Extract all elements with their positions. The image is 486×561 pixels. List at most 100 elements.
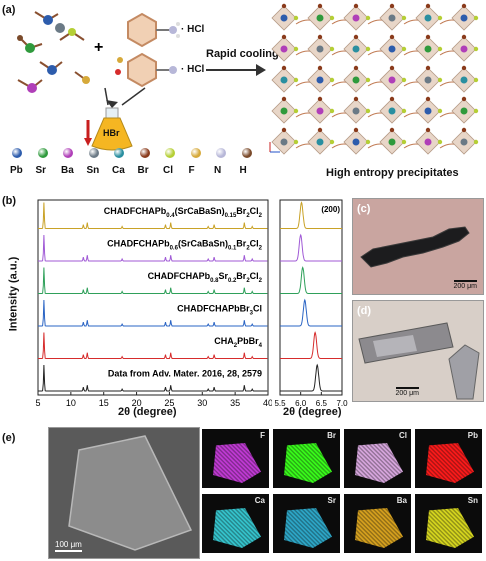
panel-b-label: (b)	[2, 195, 17, 207]
eds-element-label: Cl	[399, 431, 407, 440]
halide-atom	[293, 139, 299, 145]
plot-frame	[37, 199, 269, 396]
legend-label-ca: Ca	[112, 165, 125, 176]
eds-element-label: Sn	[467, 496, 478, 505]
halide-atom	[329, 77, 335, 83]
x-tick-label: 20	[132, 398, 142, 408]
metal-atom	[388, 14, 396, 22]
metal-atom	[424, 14, 432, 22]
halide-atom	[473, 139, 479, 145]
halide-atom	[401, 77, 407, 83]
xrd-trace	[38, 364, 268, 392]
trace-label: Data from Adv. Mater. 2016, 28, 2579	[108, 368, 262, 378]
eds-map-ca: Ca	[202, 494, 269, 553]
legend-label-ba: Ba	[61, 165, 74, 176]
crystal-d	[358, 322, 480, 400]
metal-atom	[460, 14, 468, 22]
metal-atom	[388, 107, 396, 115]
peak-200-label: (200)	[321, 205, 340, 214]
halide-atom	[353, 65, 359, 71]
metal-atom	[280, 45, 288, 53]
metal-atom	[280, 76, 288, 84]
element-legend: Pb Sr Ba Sn Ca Br Cl F N H	[6, 148, 266, 178]
x-tick-label: 10	[66, 398, 76, 408]
halide-atom	[389, 34, 395, 40]
hcl-label-bottom: · HCl	[181, 64, 205, 75]
halide-atom	[425, 34, 431, 40]
legend-dot-pb	[12, 148, 22, 158]
halide-atom	[293, 77, 299, 83]
metal-atom	[460, 45, 468, 53]
legend-dot-h	[241, 148, 252, 158]
x-tick-label: 35	[230, 398, 240, 408]
zoom-trace	[280, 331, 342, 359]
metal-atom	[424, 76, 432, 84]
halide-atom	[437, 139, 443, 145]
eds-element-label: Pb	[467, 431, 478, 440]
halide-atom	[437, 15, 443, 21]
halide-atom	[425, 65, 431, 71]
zoom-tick-label: 6.0	[295, 399, 307, 408]
x-tick-label: 15	[99, 398, 109, 408]
x-tick-label: 40	[263, 398, 272, 408]
sem-crystal	[68, 435, 193, 551]
crystal-c	[360, 226, 470, 268]
halide-atom	[473, 77, 479, 83]
micrograph-d: (d) 200 μm	[352, 300, 484, 402]
halide-atom	[329, 108, 335, 114]
metal-atom	[388, 76, 396, 84]
x-tick-label: 5	[35, 398, 40, 408]
halide-atom	[365, 46, 371, 52]
sem-image: 100 μm	[48, 427, 200, 559]
halide-atom	[437, 77, 443, 83]
halide-atom	[281, 96, 287, 102]
legend-dot-n	[216, 148, 226, 158]
eds-element-label: F	[260, 431, 265, 440]
halide-atom	[317, 127, 323, 133]
halide-atom	[473, 46, 479, 52]
legend-label-h: H	[239, 165, 247, 176]
xrd-trace	[38, 234, 268, 262]
high-entropy-lattice	[269, 3, 479, 155]
zoom-trace	[280, 298, 342, 327]
metal-atom	[316, 45, 324, 53]
halide-atom	[389, 127, 395, 133]
halide-atom	[425, 127, 431, 133]
metal-atom	[352, 45, 360, 53]
eds-map-br: Br	[273, 429, 340, 488]
halide-atom	[461, 34, 467, 40]
legend-label-n: N	[214, 165, 222, 176]
metal-atom	[280, 138, 288, 146]
eds-map-cl: Cl	[344, 429, 411, 488]
legend-dot-cl	[165, 148, 175, 158]
metal-atom	[316, 76, 324, 84]
panel-e-label: (e)	[2, 432, 16, 444]
eds-element-label: Ba	[396, 496, 407, 505]
legend-dot-br	[139, 148, 150, 158]
rapid-cooling-arrow	[206, 64, 266, 76]
metal-atom	[316, 138, 324, 146]
x-tick-label: 30	[197, 398, 207, 408]
eds-element-label: Ca	[254, 496, 265, 505]
eds-map-sn: Sn	[415, 494, 482, 553]
legend-dot-sn	[88, 148, 99, 158]
rapid-cooling-label: Rapid cooling	[206, 48, 279, 60]
halide-atom	[293, 15, 299, 21]
legend-dot-ca	[114, 148, 124, 158]
halide-atom	[281, 65, 287, 71]
trace-label: CHADFCHAPb0.4(SrCaBaSn)0.15Br2Cl2	[104, 206, 263, 219]
halide-atom	[425, 96, 431, 102]
eds-map-sr: Sr	[273, 494, 340, 553]
xrd-ylabel: Intensity (a.u.)	[7, 256, 20, 332]
scale-bar-c: 200 μm	[453, 280, 477, 290]
eds-map-ba: Ba	[344, 494, 411, 553]
halide-atom	[317, 65, 323, 71]
halide-atom	[389, 3, 395, 9]
halide-atom	[461, 3, 467, 9]
trace-label: CHADFCHAPbBr3Cl	[177, 303, 262, 316]
halide-atom	[353, 127, 359, 133]
panel-a-label: (a)	[2, 4, 16, 16]
halide-atom	[461, 96, 467, 102]
halide-atom	[437, 46, 443, 52]
legend-label-br: Br	[137, 165, 149, 176]
